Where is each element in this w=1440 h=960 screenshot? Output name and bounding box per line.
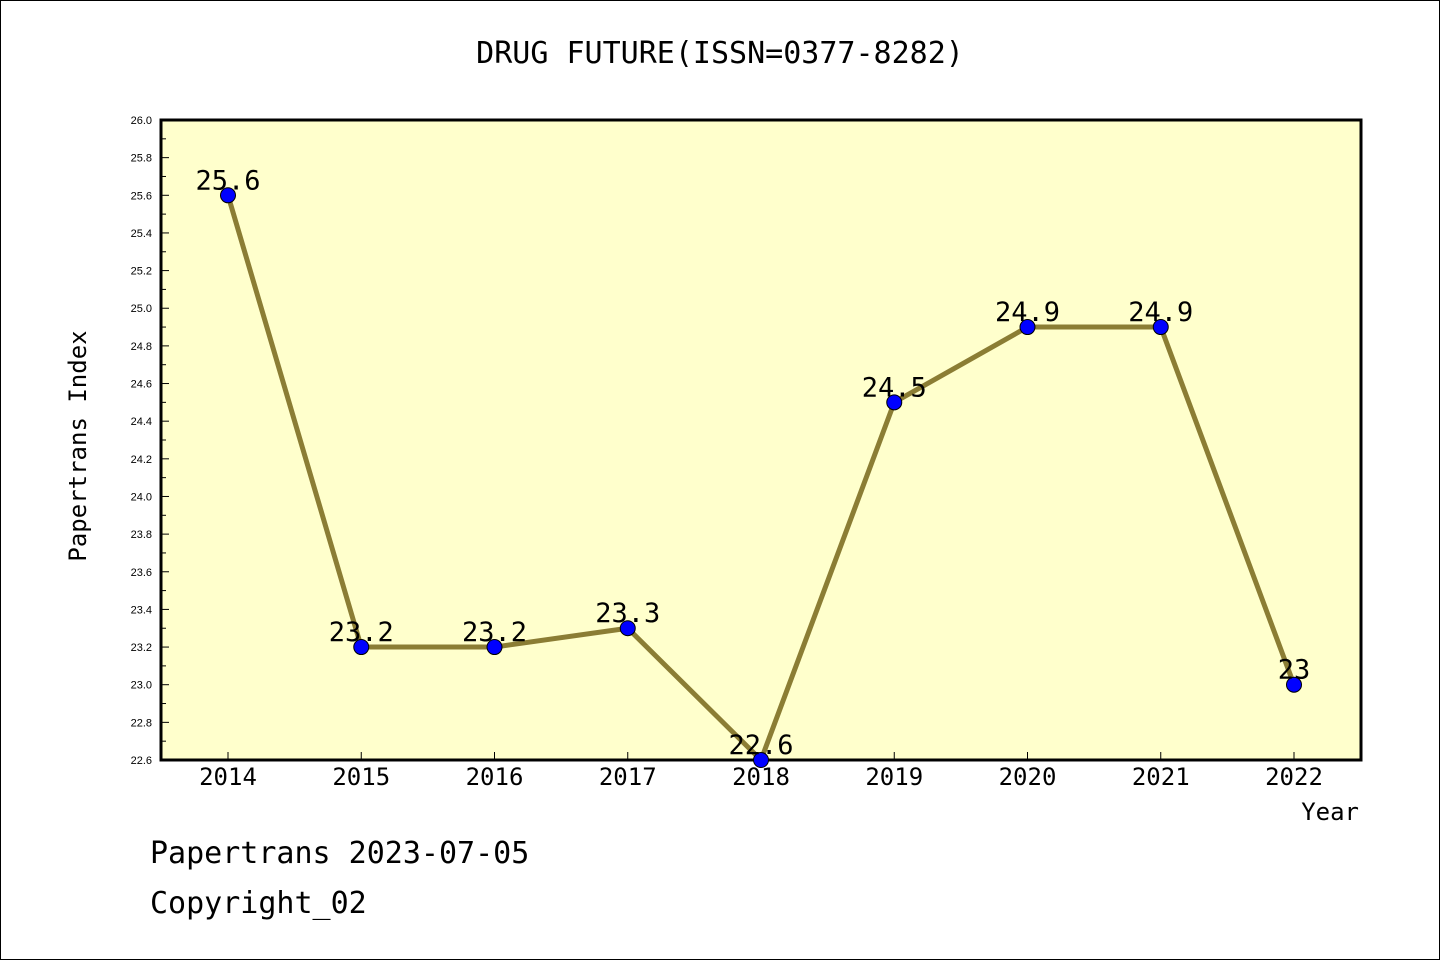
- x-tick-label: 2021: [1132, 763, 1190, 791]
- data-label: 23: [1278, 655, 1311, 686]
- data-point: [353, 639, 370, 656]
- data-label: 24.9: [1128, 297, 1193, 328]
- y-tick-label: 23.6: [131, 567, 152, 579]
- y-tick-label: 24.0: [131, 491, 152, 503]
- y-tick-label: 25.4: [131, 228, 152, 240]
- x-tick-label: 2016: [466, 763, 524, 791]
- chart-title: DRUG FUTURE(ISSN=0377-8282): [476, 36, 964, 71]
- data-label: 24.9: [995, 297, 1060, 328]
- y-tick-label: 26.0: [131, 115, 152, 127]
- x-tick-label: 2017: [599, 763, 657, 791]
- y-axis-title: Papertrans Index: [64, 330, 92, 561]
- y-tick-label: 25.2: [131, 266, 152, 278]
- data-point: [486, 639, 503, 656]
- data-point: [886, 394, 903, 411]
- y-axis: 22.6 22.8 23.0 23.2 23.4 23.6 23.8 24.0 24.2 24.4…: [131, 115, 169, 767]
- y-tick-label: 24.8: [131, 341, 152, 353]
- data-label: 25.6: [195, 165, 260, 196]
- series: [220, 187, 1302, 768]
- data-point: [1019, 319, 1036, 336]
- data-point: [753, 752, 769, 768]
- data-point: [1152, 319, 1169, 336]
- footer-date: Papertrans 2023-07-05: [150, 836, 530, 871]
- y-tick-label: 24.4: [131, 416, 152, 428]
- x-axis: 2014 2015 2016 2017 2018 2019 2020 2021 2022: [199, 752, 1323, 791]
- y-tick-label: 23.4: [131, 604, 152, 616]
- x-tick-label: 2019: [865, 763, 923, 791]
- y-tick-label: 25.0: [131, 303, 152, 315]
- y-tick-label: 25.8: [131, 153, 152, 165]
- y-tick-label: 24.6: [131, 379, 152, 391]
- x-axis-title: Year: [1301, 798, 1359, 826]
- data-label: 22.6: [728, 730, 793, 761]
- x-tick-label: 2020: [999, 763, 1057, 791]
- data-label: 23.3: [595, 598, 660, 629]
- data-point: [220, 187, 236, 204]
- x-tick-label: 2015: [332, 763, 390, 791]
- y-tick-label: 25.6: [131, 190, 152, 202]
- data-label: 23.2: [462, 617, 527, 648]
- x-tick-label: 2014: [199, 763, 257, 791]
- y-tick-label: 23.8: [131, 529, 152, 541]
- y-tick-label: 23.2: [131, 642, 152, 654]
- x-tick-label: 2022: [1265, 763, 1323, 791]
- data-labels: 25.6 23.2 23.2 23.3 22.6 24.5 24.9 24.9 23: [195, 165, 1310, 761]
- footer-copyright: Copyright_02: [150, 886, 367, 921]
- y-tick-label: 23.0: [131, 680, 152, 692]
- data-label: 23.2: [329, 617, 394, 648]
- y-tick-label: 22.8: [131, 717, 152, 729]
- data-label: 24.5: [862, 372, 927, 403]
- y-tick-label: 24.2: [131, 454, 152, 466]
- data-point: [619, 620, 636, 637]
- data-point: [1286, 676, 1302, 693]
- plot-area: [159, 118, 1363, 762]
- y-tick-label: 22.6: [131, 755, 152, 767]
